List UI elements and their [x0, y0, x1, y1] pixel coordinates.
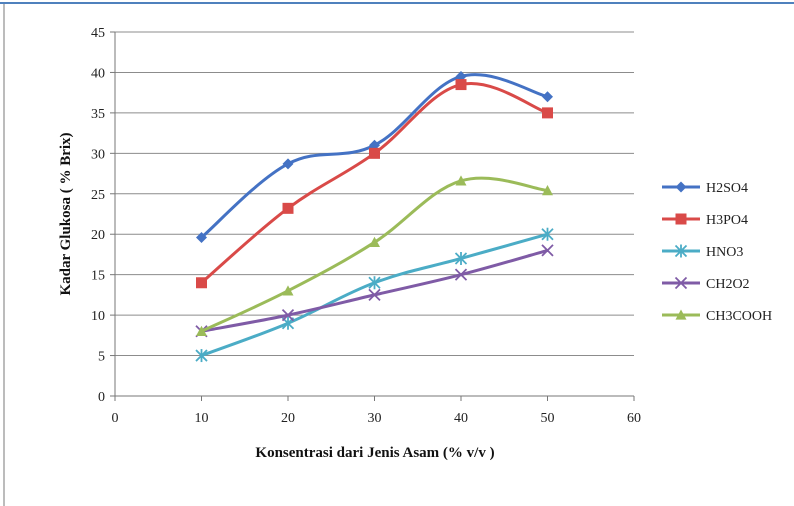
- data-point: [542, 107, 553, 119]
- y-tick-label: 40: [91, 66, 105, 81]
- legend-item: H3PO4: [662, 213, 748, 228]
- y-tick-label: 25: [91, 188, 105, 203]
- legend-item: CH3COOH: [662, 309, 772, 324]
- legend-label: H3PO4: [706, 213, 748, 228]
- axes: [110, 31, 635, 401]
- x-axis-title: Konsentrasi dari Jenis Asam (% v/v ): [255, 445, 494, 461]
- legend-marker: [674, 276, 688, 290]
- data-point: [541, 227, 554, 241]
- legend-label: CH2O2: [706, 277, 750, 292]
- y-tick-label: 0: [98, 390, 105, 405]
- legend: H2SO4 H3PO4 HNO3 CH2O2 CH3COOH: [662, 181, 772, 324]
- data-point: [369, 147, 380, 159]
- y-tick-label: 45: [91, 26, 105, 41]
- data-point: [369, 236, 380, 247]
- legend-item: CH2O2: [662, 276, 750, 292]
- x-tick-labels: 0 10 20 30 40 50 60: [112, 411, 642, 426]
- data-point: [282, 202, 294, 214]
- data-point: [454, 251, 468, 265]
- series-h3po4: [196, 79, 553, 289]
- data-point: [542, 185, 553, 196]
- y-tick-label: 5: [98, 350, 105, 365]
- series-ch3cooh: [196, 175, 553, 336]
- data-point: [368, 288, 381, 302]
- y-tick-labels: 0 5 10 15 20 25 30 35 40 45: [91, 26, 105, 405]
- data-point: [455, 175, 467, 186]
- data-point: [542, 91, 553, 103]
- y-tick-label: 35: [91, 107, 105, 122]
- data-point: [195, 349, 208, 363]
- y-tick-label: 10: [91, 309, 105, 324]
- data-point: [282, 158, 294, 170]
- data-point: [196, 231, 207, 243]
- y-tick-label: 30: [91, 147, 105, 162]
- data-point: [454, 268, 468, 281]
- data-point: [541, 244, 554, 257]
- y-tick-label: 20: [91, 228, 105, 243]
- legend-item: HNO3: [662, 244, 743, 260]
- x-tick-label: 30: [368, 411, 382, 426]
- x-tick-label: 20: [281, 411, 295, 426]
- y-axis-title: Kadar Glukosa ( % Brix): [58, 132, 74, 295]
- series-hno3: [195, 227, 554, 363]
- legend-marker: [675, 309, 687, 320]
- data-point: [281, 308, 295, 322]
- x-tick-label: 60: [627, 411, 641, 426]
- legend-item: H2SO4: [662, 181, 748, 196]
- series-group: [195, 70, 554, 363]
- x-tick-label: 0: [112, 411, 119, 426]
- y-tick-label: 15: [91, 269, 105, 284]
- data-point: [455, 79, 467, 91]
- data-point: [282, 285, 294, 296]
- legend-label: H2SO4: [706, 181, 748, 196]
- x-tick-label: 10: [195, 411, 209, 426]
- legend-marker: [674, 244, 688, 258]
- data-point: [196, 277, 207, 289]
- legend-marker: [675, 213, 687, 225]
- data-point: [196, 325, 207, 336]
- legend-marker: [675, 181, 687, 193]
- legend-label: CH3COOH: [706, 309, 772, 324]
- data-point: [368, 276, 381, 290]
- x-tick-label: 40: [454, 411, 468, 426]
- legend-label: HNO3: [706, 245, 743, 260]
- x-tick-label: 50: [541, 411, 555, 426]
